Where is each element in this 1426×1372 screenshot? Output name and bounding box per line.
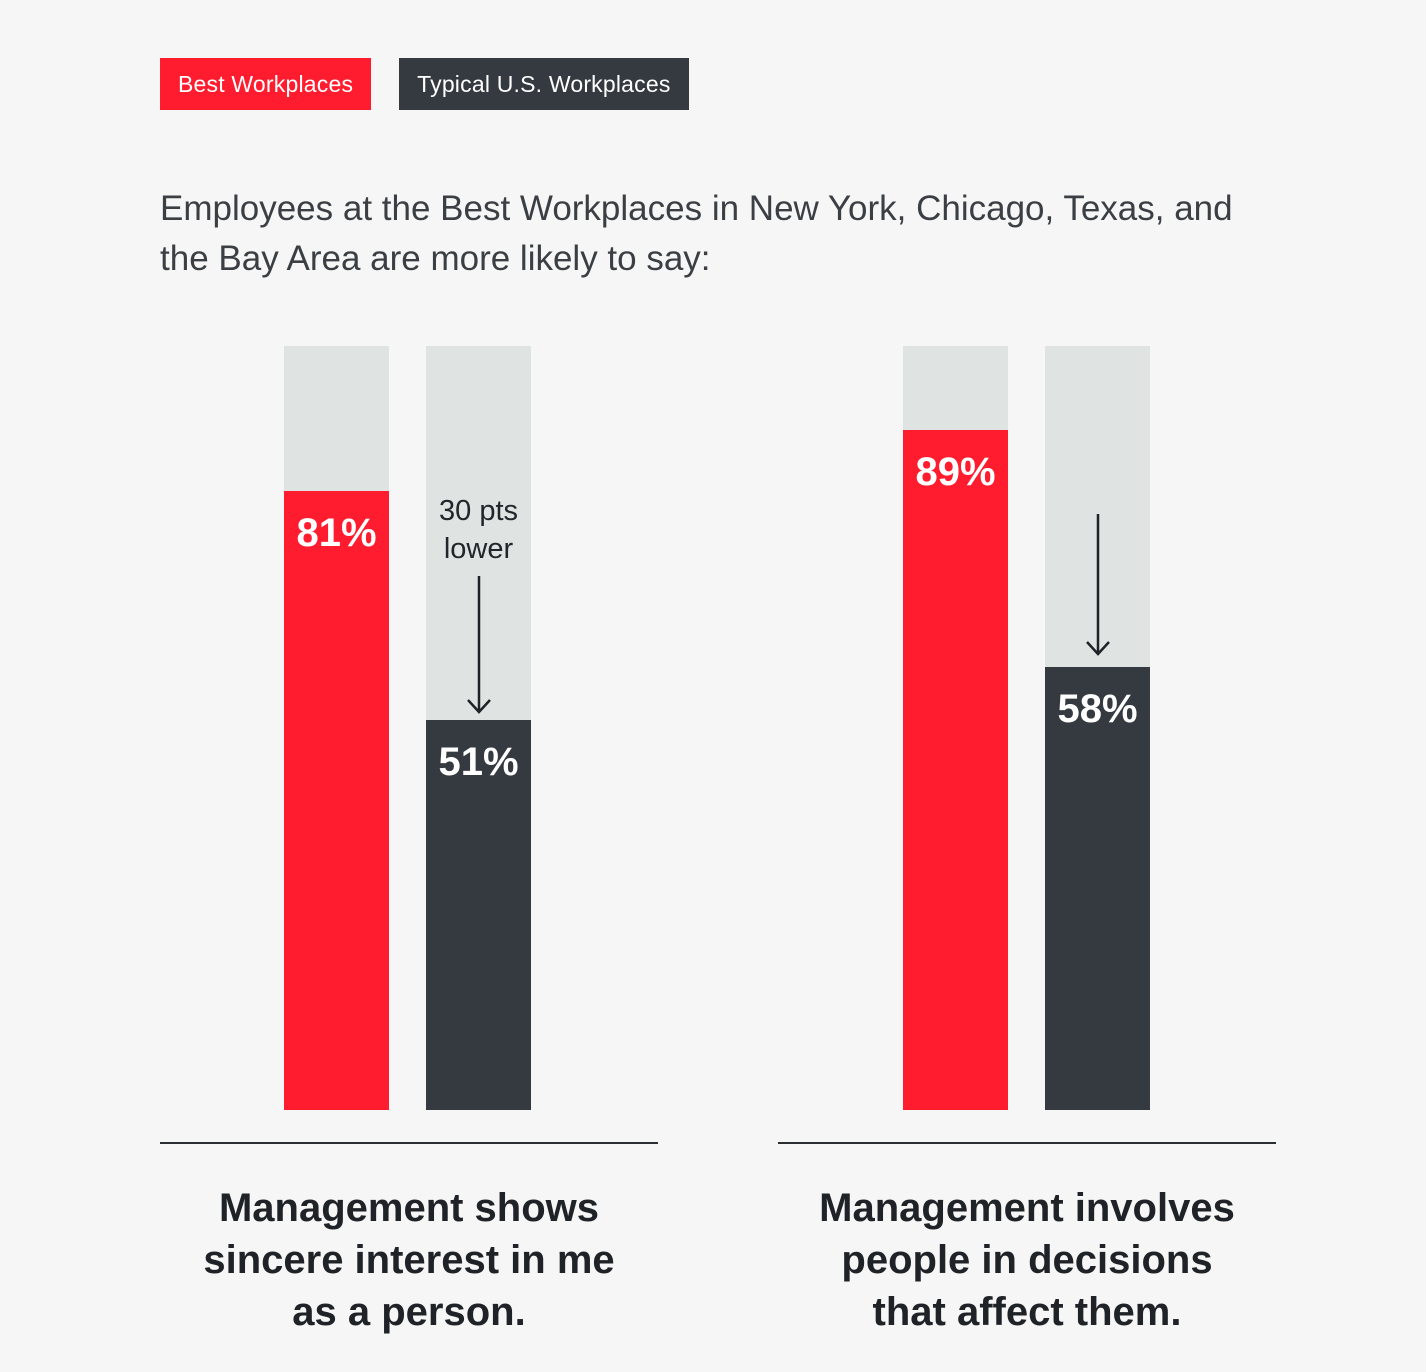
bar-typical-2: 58% bbox=[1045, 667, 1150, 1110]
chart-panel-1: 81% 51% 30 pts lower Management shows si… bbox=[160, 340, 658, 1350]
panel-label: Management involves people in decisions … bbox=[819, 1186, 1235, 1334]
annotation-line-2: lower bbox=[443, 533, 514, 565]
bar-track-best-2: 89% bbox=[903, 346, 1008, 1110]
legend-typical-workplaces: Typical U.S. Workplaces bbox=[399, 58, 689, 110]
bar-best-1: 81% bbox=[284, 491, 389, 1110]
bar-typical-1: 51% bbox=[426, 720, 531, 1110]
bar-value-label: 51% bbox=[438, 740, 519, 784]
panel-label: Management shows sincere interest in me … bbox=[203, 1186, 615, 1334]
bar-track-typical-1: 51% bbox=[426, 346, 531, 1110]
bar-value-label: 89% bbox=[915, 450, 996, 494]
legend-label-best: Best Workplaces bbox=[178, 70, 354, 97]
bar-best-2: 89% bbox=[903, 430, 1008, 1110]
bar-track-typical-2: 58% bbox=[1045, 346, 1150, 1110]
baseline-divider bbox=[160, 1142, 658, 1144]
chart-panel-2: 89% 58% Management involves people in de… bbox=[778, 340, 1276, 1350]
annotation-line-1: 30 pts bbox=[439, 495, 518, 527]
legend: Best Workplaces Typical U.S. Workplaces bbox=[160, 58, 689, 110]
arrow-down-icon bbox=[1086, 514, 1110, 656]
bar-value-label: 81% bbox=[296, 511, 377, 555]
bar-value-label: 58% bbox=[1057, 687, 1138, 731]
chart-subtitle: Employees at the Best Workplaces in New … bbox=[160, 189, 1233, 278]
arrow-down-icon bbox=[467, 576, 491, 714]
legend-best-workplaces: Best Workplaces bbox=[160, 58, 372, 110]
baseline-divider bbox=[778, 1142, 1276, 1144]
difference-annotation: 30 pts lower bbox=[426, 492, 531, 568]
bar-track-best-1: 81% bbox=[284, 346, 389, 1110]
legend-label-typical: Typical U.S. Workplaces bbox=[417, 70, 671, 97]
